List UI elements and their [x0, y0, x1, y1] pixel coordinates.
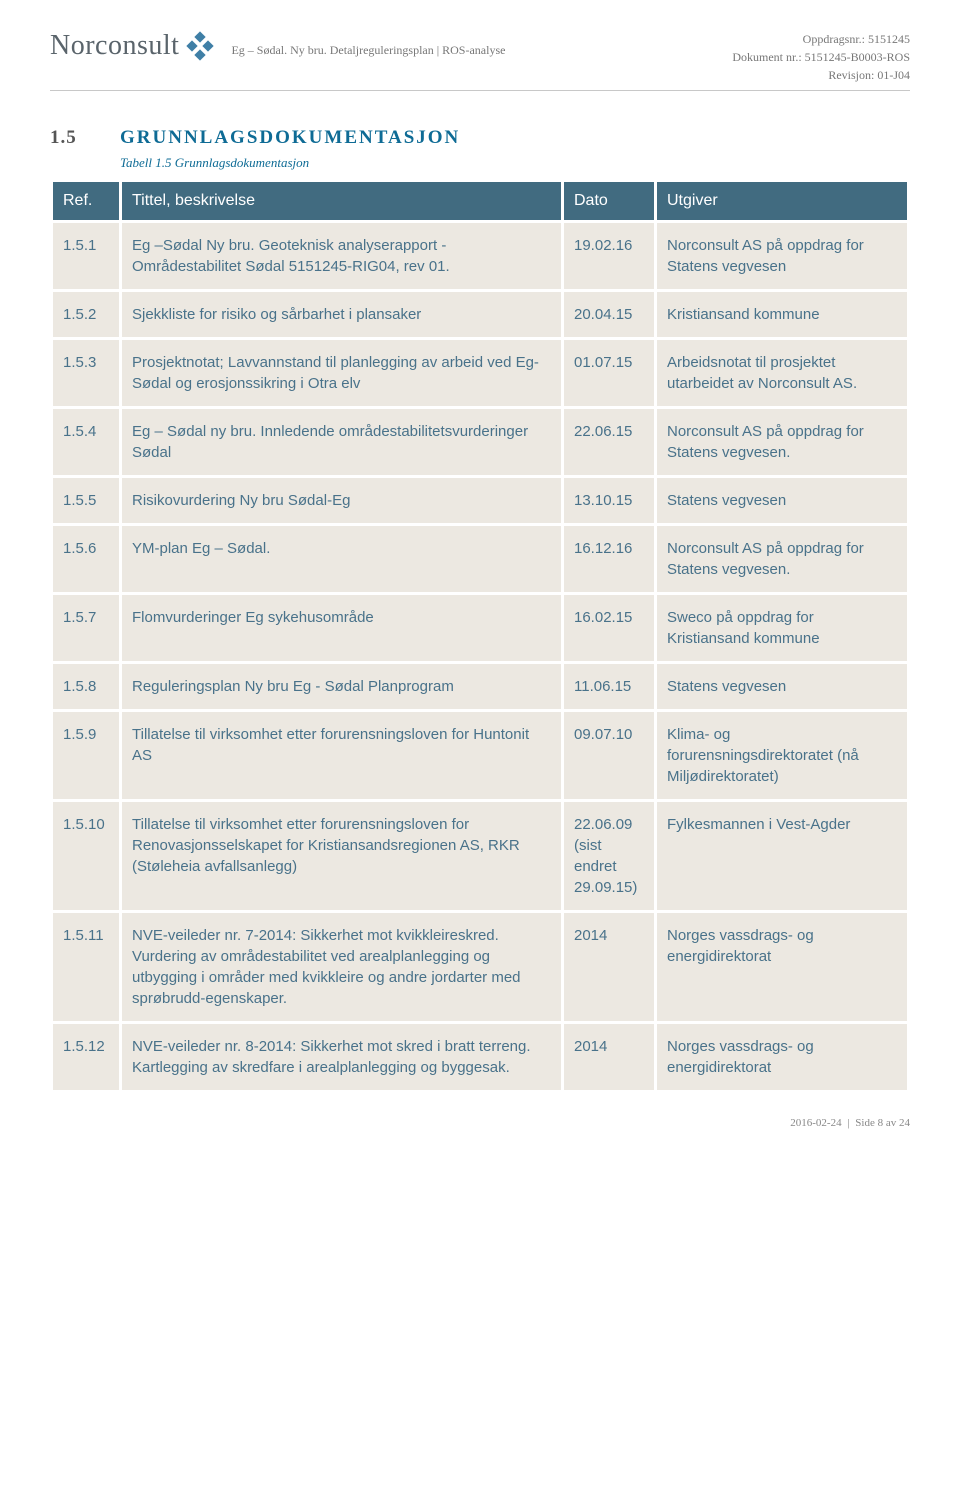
page-footer: 2016-02-24 | Side 8 av 24	[50, 1117, 910, 1129]
cell-dato: 11.06.15	[564, 664, 654, 709]
cell-title: YM-plan Eg – Sødal.	[122, 526, 561, 592]
table-row: 1.5.3Prosjektnotat; Lavvannstand til pla…	[53, 340, 907, 406]
cell-ref: 1.5.2	[53, 292, 119, 337]
dokumentnr-value: 5151245-B0003-ROS	[805, 50, 910, 64]
table-row: 1.5.9Tillatelse til virksomhet etter for…	[53, 712, 907, 799]
cell-ref: 1.5.4	[53, 409, 119, 475]
cell-utgiver: Fylkesmannen i Vest-Agder	[657, 802, 907, 910]
cell-utgiver: Norges vassdrags- og energidirektorat	[657, 913, 907, 1021]
cell-title: Reguleringsplan Ny bru Eg - Sødal Planpr…	[122, 664, 561, 709]
cell-title: Prosjektnotat; Lavvannstand til planlegg…	[122, 340, 561, 406]
cell-dato: 2014	[564, 1024, 654, 1090]
cell-dato: 2014	[564, 913, 654, 1021]
footer-date: 2016-02-24	[790, 1117, 841, 1129]
cell-utgiver: Statens vegvesen	[657, 664, 907, 709]
header-left: Norconsult Eg – Sødal. Ny bru. Detaljreg…	[50, 30, 505, 62]
cell-dato: 01.07.15	[564, 340, 654, 406]
footer-page-num: 8	[878, 1117, 884, 1129]
revisjon-label: Revisjon:	[828, 68, 874, 82]
table-row: 1.5.5Risikovurdering Ny bru Sødal-Eg13.1…	[53, 478, 907, 523]
logo-text: Norconsult	[50, 30, 179, 62]
revisjon-value: 01-J04	[877, 68, 910, 82]
cell-title: Risikovurdering Ny bru Sødal-Eg	[122, 478, 561, 523]
cell-utgiver: Norconsult AS på oppdrag for Statens veg…	[657, 223, 907, 289]
cell-ref: 1.5.11	[53, 913, 119, 1021]
cell-dato: 19.02.16	[564, 223, 654, 289]
cell-title: Tillatelse til virksomhet etter forurens…	[122, 712, 561, 799]
table-row: 1.5.12NVE-veileder nr. 8-2014: Sikkerhet…	[53, 1024, 907, 1090]
col-utgiver: Utgiver	[657, 182, 907, 220]
cell-dato: 22.06.09 (sist endret 29.09.15)	[564, 802, 654, 910]
cell-dato: 16.12.16	[564, 526, 654, 592]
cell-utgiver: Sweco på oppdrag for Kristiansand kommun…	[657, 595, 907, 661]
cell-ref: 1.5.7	[53, 595, 119, 661]
dokumentnr-label: Dokument nr.:	[732, 50, 801, 64]
cell-utgiver: Arbeidsnotat til prosjektet utarbeidet a…	[657, 340, 907, 406]
cell-dato: 09.07.10	[564, 712, 654, 799]
documentation-table: Ref. Tittel, beskrivelse Dato Utgiver 1.…	[50, 179, 910, 1093]
cell-utgiver: Statens vegvesen	[657, 478, 907, 523]
cell-utgiver: Norges vassdrags- og energidirektorat	[657, 1024, 907, 1090]
doc-subheader: Eg – Sødal. Ny bru. Detaljreguleringspla…	[231, 43, 505, 62]
cell-title: Tillatelse til virksomhet etter forurens…	[122, 802, 561, 910]
cell-dato: 20.04.15	[564, 292, 654, 337]
table-header-row: Ref. Tittel, beskrivelse Dato Utgiver	[53, 182, 907, 220]
cell-title: NVE-veileder nr. 7-2014: Sikkerhet mot k…	[122, 913, 561, 1021]
cell-utgiver: Kristiansand kommune	[657, 292, 907, 337]
footer-page-total: 24	[899, 1117, 910, 1129]
cell-ref: 1.5.6	[53, 526, 119, 592]
col-dato: Dato	[564, 182, 654, 220]
oppdragsnr-value: 5151245	[868, 32, 910, 46]
cell-title: Flomvurderinger Eg sykehusområde	[122, 595, 561, 661]
cell-ref: 1.5.8	[53, 664, 119, 709]
logo: Norconsult	[50, 30, 215, 62]
cell-dato: 13.10.15	[564, 478, 654, 523]
section-title: GRUNNLAGSDOKUMENTASJON	[120, 127, 460, 149]
cell-utgiver: Klima- og forurensningsdirektoratet (nå …	[657, 712, 907, 799]
section-number: 1.5	[50, 127, 96, 149]
table-row: 1.5.1Eg –Sødal Ny bru. Geoteknisk analys…	[53, 223, 907, 289]
table-row: 1.5.8Reguleringsplan Ny bru Eg - Sødal P…	[53, 664, 907, 709]
table-caption: Tabell 1.5 Grunnlagsdokumentasjon	[120, 155, 910, 171]
cell-title: Eg – Sødal ny bru. Innledende områdestab…	[122, 409, 561, 475]
cell-ref: 1.5.9	[53, 712, 119, 799]
cell-dato: 16.02.15	[564, 595, 654, 661]
footer-page-of: av	[886, 1117, 896, 1129]
cell-ref: 1.5.3	[53, 340, 119, 406]
table-row: 1.5.11NVE-veileder nr. 7-2014: Sikkerhet…	[53, 913, 907, 1021]
col-title: Tittel, beskrivelse	[122, 182, 561, 220]
cell-dato: 22.06.15	[564, 409, 654, 475]
footer-page-label: Side	[855, 1117, 875, 1129]
page-header: Norconsult Eg – Sødal. Ny bru. Detaljreg…	[50, 30, 910, 91]
section-heading: 1.5 GRUNNLAGSDOKUMENTASJON	[50, 127, 910, 149]
cell-ref: 1.5.10	[53, 802, 119, 910]
cell-utgiver: Norconsult AS på oppdrag for Statens veg…	[657, 409, 907, 475]
cell-utgiver: Norconsult AS på oppdrag for Statens veg…	[657, 526, 907, 592]
header-right: Oppdragsnr.: 5151245 Dokument nr.: 51512…	[732, 30, 910, 84]
table-row: 1.5.4Eg – Sødal ny bru. Innledende områd…	[53, 409, 907, 475]
table-row: 1.5.6YM-plan Eg – Sødal.16.12.16Norconsu…	[53, 526, 907, 592]
cell-ref: 1.5.1	[53, 223, 119, 289]
logo-mark-icon	[185, 31, 215, 61]
cell-title: Eg –Sødal Ny bru. Geoteknisk analyserapp…	[122, 223, 561, 289]
cell-title: NVE-veileder nr. 8-2014: Sikkerhet mot s…	[122, 1024, 561, 1090]
cell-ref: 1.5.12	[53, 1024, 119, 1090]
table-row: 1.5.2Sjekkliste for risiko og sårbarhet …	[53, 292, 907, 337]
oppdragsnr-label: Oppdragsnr.:	[803, 32, 865, 46]
cell-ref: 1.5.5	[53, 478, 119, 523]
table-row: 1.5.10Tillatelse til virksomhet etter fo…	[53, 802, 907, 910]
table-row: 1.5.7Flomvurderinger Eg sykehusområde16.…	[53, 595, 907, 661]
cell-title: Sjekkliste for risiko og sårbarhet i pla…	[122, 292, 561, 337]
col-ref: Ref.	[53, 182, 119, 220]
